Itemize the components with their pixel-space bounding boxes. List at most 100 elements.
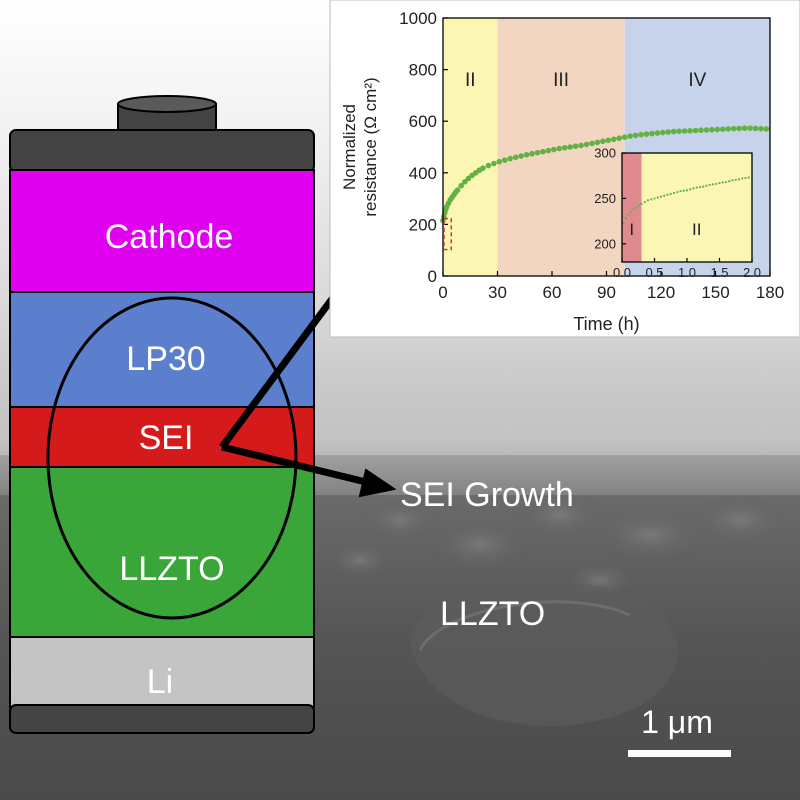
data-point <box>731 179 734 182</box>
battery-bottom-cap <box>9 704 315 734</box>
y-tick-label: 250 <box>594 191 616 206</box>
zoom-box <box>443 217 453 251</box>
data-point <box>523 151 530 158</box>
x-tick-label: 2.0 <box>743 265 761 280</box>
data-point <box>747 176 750 179</box>
data-point <box>730 125 737 132</box>
lp30-label: LP30 <box>126 340 205 378</box>
data-point <box>698 127 704 134</box>
data-point <box>685 189 689 192</box>
data-point <box>632 132 639 139</box>
data-point <box>646 199 650 202</box>
data-point <box>758 125 764 132</box>
data-point <box>540 148 546 155</box>
data-point <box>708 183 711 186</box>
data-point <box>507 155 514 162</box>
sei-growth-label: SEI Growth <box>400 476 574 514</box>
x-tick-label: 120 <box>647 283 675 302</box>
data-point <box>669 192 672 195</box>
data-point <box>734 178 737 181</box>
data-point <box>512 154 519 161</box>
arrow-to-sem <box>221 443 371 487</box>
data-point <box>572 143 579 150</box>
region-label-2: III <box>553 70 569 91</box>
y-tick-label: 0 <box>428 267 437 286</box>
data-point <box>679 190 682 193</box>
data-point <box>637 204 641 207</box>
data-point <box>681 128 688 134</box>
data-point <box>480 165 486 171</box>
region-label-1: I <box>629 220 634 239</box>
data-point <box>583 141 590 148</box>
data-point <box>672 191 676 195</box>
data-point <box>702 185 705 188</box>
data-point <box>747 125 753 131</box>
data-point <box>698 185 702 189</box>
data-point <box>624 217 628 220</box>
data-point <box>567 144 573 150</box>
x-axis-title: Time (h) <box>573 314 639 334</box>
y-tick-label: 200 <box>594 236 616 251</box>
data-point <box>589 140 595 147</box>
x-tick-label: 1.5 <box>710 265 728 280</box>
data-point <box>621 134 628 140</box>
data-point <box>465 175 472 182</box>
battery-terminal-top <box>117 95 217 113</box>
data-point <box>616 135 623 142</box>
data-point <box>663 194 666 197</box>
scale-bar: 1 μm <box>628 704 731 757</box>
y-axis-title: Normalized resistance (Ω cm²) <box>340 77 380 216</box>
data-point <box>703 127 710 133</box>
data-point <box>711 183 715 186</box>
region-1 <box>443 18 498 276</box>
data-point <box>632 208 635 211</box>
data-point <box>687 127 693 134</box>
data-point <box>728 180 731 183</box>
sem-llzto-label: LLZTO <box>440 595 545 633</box>
data-point <box>605 137 612 144</box>
data-point <box>622 221 625 225</box>
data-point <box>454 187 461 193</box>
battery-cell: Cathode LP30 SEI LLZTO Li <box>9 95 315 734</box>
data-point <box>627 213 630 216</box>
data-point <box>682 189 685 192</box>
data-point <box>627 133 633 139</box>
chart-panel: II III IV0 30 60 90 120 150 18002004006008001000… <box>329 0 800 338</box>
data-point <box>649 130 655 137</box>
y-tick-label: 800 <box>409 61 437 80</box>
data-point <box>714 126 721 133</box>
x-tick-label: 150 <box>701 283 729 302</box>
data-point <box>741 177 744 180</box>
x-tick-label: 1.0 <box>678 265 696 280</box>
data-point <box>656 196 659 199</box>
x-tick-label: 60 <box>543 283 562 302</box>
data-point <box>718 181 721 185</box>
y-tick-label: 300 <box>594 146 616 161</box>
data-point <box>653 197 656 200</box>
data-point <box>719 126 726 132</box>
scale-bar-label: 1 μm <box>641 704 713 740</box>
data-point <box>578 142 584 149</box>
y-tick-label: 200 <box>409 215 437 234</box>
region-2 <box>641 153 752 262</box>
y-tick-label: 400 <box>409 164 437 183</box>
data-point <box>660 129 666 136</box>
data-point <box>705 184 708 187</box>
data-point <box>741 125 748 131</box>
scale-bar-line <box>628 750 731 757</box>
data-point <box>695 186 698 189</box>
data-point <box>654 130 661 136</box>
data-point <box>737 178 741 181</box>
data-point <box>643 200 646 204</box>
data-point <box>638 131 644 138</box>
cathode-layer <box>9 169 315 293</box>
data-point <box>640 202 643 205</box>
data-point <box>551 146 557 153</box>
region-label-1: II <box>465 70 476 91</box>
data-point <box>689 188 692 191</box>
data-point <box>594 139 601 146</box>
data-point <box>736 125 742 132</box>
